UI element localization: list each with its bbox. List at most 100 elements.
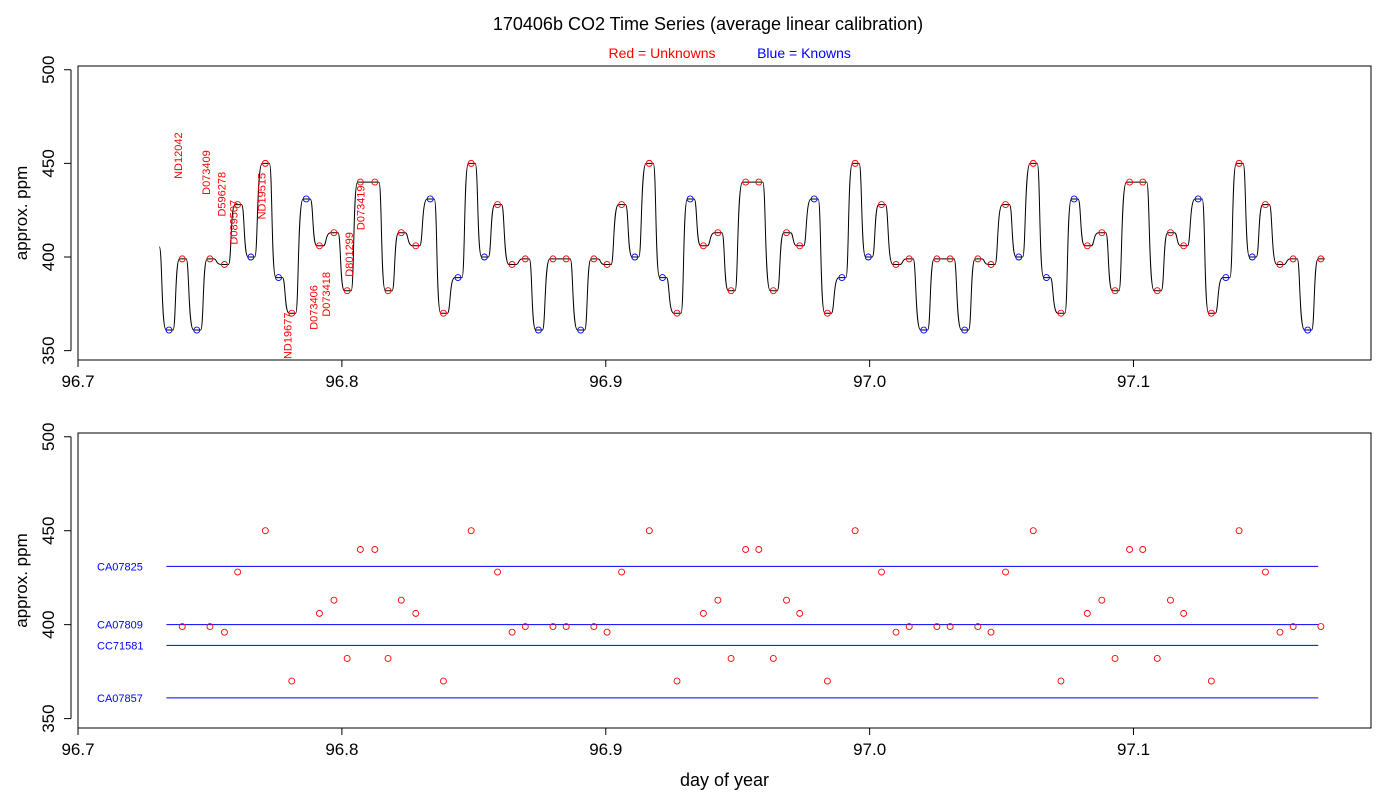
- unknown-point: [1139, 546, 1147, 553]
- unknown-point: [549, 255, 557, 263]
- known-point: [1015, 253, 1023, 261]
- unknown-point: [371, 178, 379, 186]
- known-point: [961, 326, 969, 334]
- y-tick-label: 450: [39, 517, 58, 545]
- x-tick-label: 96.9: [589, 740, 622, 759]
- known-point: [838, 274, 846, 282]
- unknown-point: [178, 623, 186, 630]
- unknown-point: [1029, 159, 1037, 167]
- unknown-point: [494, 201, 502, 209]
- unknown-point: [1111, 287, 1119, 295]
- unknown-point: [645, 159, 653, 167]
- unknown-point: [467, 159, 475, 167]
- y-axis-title: approx. ppm: [12, 533, 31, 628]
- unknown-point: [1261, 568, 1269, 576]
- x-tick-label: 97.1: [1117, 372, 1150, 391]
- figure-title: 170406b CO2 Time Series (average linear …: [493, 14, 923, 34]
- unknown-point: [206, 255, 214, 263]
- unknown-point: [603, 261, 611, 268]
- known-point: [1070, 195, 1078, 203]
- unknown-point: [933, 255, 941, 263]
- unknown-point: [315, 609, 323, 617]
- known-point: [193, 326, 201, 334]
- unknown-point: [1126, 178, 1134, 186]
- plot-frame: [77, 432, 1372, 729]
- unknown-point: [1139, 178, 1147, 186]
- known-point: [1222, 274, 1230, 282]
- known-point: [577, 326, 585, 334]
- unknown-point: [261, 527, 269, 535]
- calibration-scatter-panel: 96.7 96.8 96.9 97.0 97.1 350 400 450 500 approx. …: [12, 423, 1372, 790]
- unknown-point: [562, 255, 570, 263]
- x-tick-label: 96.7: [61, 372, 94, 391]
- unknown-point: [1180, 609, 1188, 617]
- reference-line-label: CA07809: [97, 620, 143, 632]
- unknown-point: [1057, 677, 1065, 685]
- sample-id-label: ND12042: [173, 132, 185, 178]
- sample-id-label: D801299: [344, 232, 356, 277]
- unknown-point: [823, 677, 831, 685]
- unknown-point: [1207, 677, 1215, 685]
- unknown-point: [905, 255, 913, 263]
- known-point: [275, 274, 282, 282]
- unknown-point: [234, 568, 242, 576]
- sample-id-label: ND19515: [256, 173, 268, 219]
- known-point: [631, 253, 639, 261]
- sample-id-label: D073419: [355, 185, 367, 230]
- unknown-point: [1167, 596, 1174, 604]
- sample-id-label: D073418: [321, 272, 333, 317]
- x-tick-label: 96.8: [325, 740, 358, 759]
- known-point: [1304, 326, 1312, 334]
- unknown-point: [1207, 309, 1215, 317]
- reference-line-label: CC71581: [97, 640, 143, 652]
- known-point: [659, 274, 666, 282]
- known-point: [426, 195, 434, 203]
- unknown-point: [1180, 242, 1188, 250]
- unknown-point: [384, 287, 392, 295]
- unknown-point: [1289, 623, 1297, 630]
- unknown-point: [590, 255, 598, 263]
- unknown-point: [1289, 255, 1297, 263]
- y-tick-label: 500: [39, 56, 58, 84]
- unknown-point: [987, 261, 995, 268]
- unknown-point: [1083, 609, 1091, 617]
- unknown-point: [412, 242, 420, 250]
- unknown-point: [549, 623, 557, 630]
- legend-unknowns: Red = Unknowns: [608, 45, 715, 61]
- unknown-point: [221, 628, 228, 636]
- legend-knowns: Blue = Knowns: [757, 45, 851, 61]
- unknown-point: [727, 287, 735, 295]
- unknown-point: [384, 655, 392, 662]
- unknown-point: [178, 255, 186, 263]
- sample-id-label: D073406: [308, 285, 320, 330]
- unknown-point: [742, 178, 750, 186]
- known-point: [810, 195, 818, 203]
- y-tick-label: 400: [39, 243, 58, 271]
- unknown-point: [1002, 201, 1009, 209]
- unknown-point: [221, 261, 228, 268]
- unknown-point: [288, 677, 296, 685]
- unknown-point: [1002, 568, 1009, 576]
- unknown-point: [796, 242, 804, 250]
- sample-id-label: D596278: [216, 172, 228, 217]
- known-point: [480, 253, 488, 261]
- y-tick-label: 450: [39, 149, 58, 177]
- unknown-point: [234, 201, 242, 209]
- unknown-point: [673, 677, 681, 685]
- unknown-point: [1029, 527, 1037, 535]
- unknown-point: [1167, 229, 1174, 237]
- unknown-point: [987, 628, 995, 636]
- unknown-point: [673, 309, 681, 317]
- unknown-point: [521, 623, 529, 630]
- unknown-point: [699, 609, 707, 617]
- unknown-point: [727, 655, 735, 662]
- unknown-point: [699, 242, 707, 250]
- known-point: [454, 274, 462, 282]
- sample-id-label: ND19677: [283, 313, 295, 359]
- unknown-point: [878, 201, 885, 209]
- unknown-point: [1126, 546, 1134, 553]
- known-point: [535, 326, 542, 334]
- unknown-point: [521, 255, 529, 263]
- y-tick-label: 350: [39, 336, 58, 364]
- unknown-point: [851, 159, 859, 167]
